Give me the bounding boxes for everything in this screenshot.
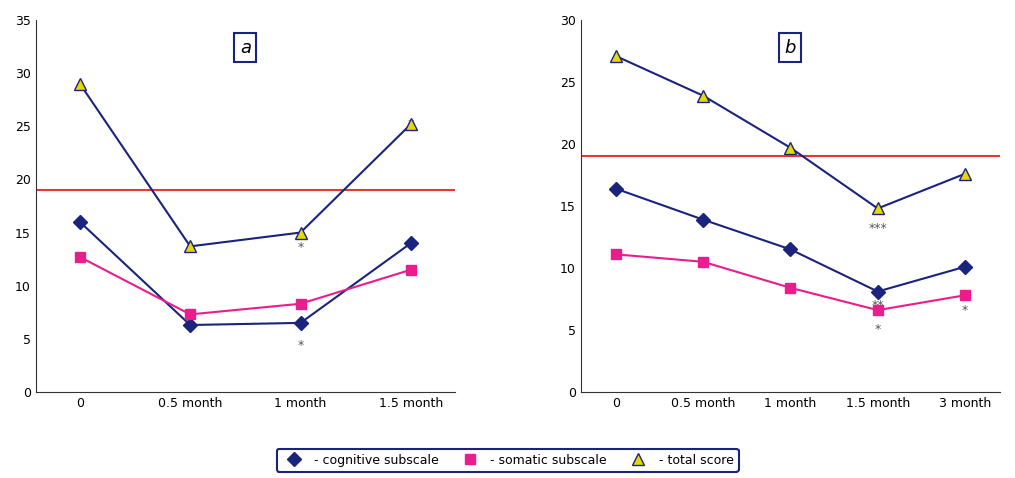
Text: *: * bbox=[297, 241, 303, 254]
Text: **: ** bbox=[872, 299, 884, 312]
Text: *: * bbox=[297, 339, 303, 352]
Legend:  - cognitive subscale,  - somatic subscale,  - total score: - cognitive subscale, - somatic subscale… bbox=[276, 449, 739, 472]
Text: b: b bbox=[785, 39, 796, 56]
Text: *: * bbox=[962, 304, 968, 317]
Text: *: * bbox=[875, 323, 881, 336]
Text: ***: *** bbox=[869, 222, 887, 235]
Text: a: a bbox=[240, 39, 251, 56]
Text: *: * bbox=[408, 118, 414, 131]
